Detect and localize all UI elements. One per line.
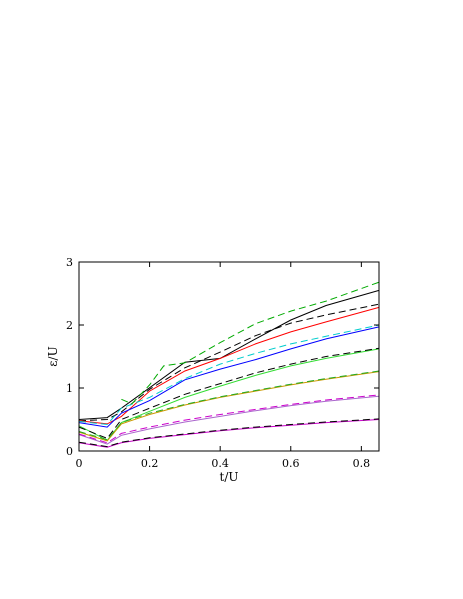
y-axis-label: ε/U: [46, 346, 60, 366]
y-tick-label-2: 2: [66, 319, 73, 332]
series-line-4: [78, 326, 380, 428]
y-tick-label-3: 3: [66, 256, 73, 269]
series-line-5: [78, 324, 380, 426]
series-line-10: [78, 370, 380, 441]
series-layer: [78, 281, 380, 448]
series-line-11: [78, 395, 380, 445]
series-line-6: [121, 281, 380, 405]
series-line-7: [78, 348, 380, 441]
x-tick-label-4: 0.8: [353, 457, 371, 470]
x-axis-label: t/U: [220, 470, 239, 484]
x-tick-label-2: 0.4: [211, 457, 229, 470]
ticks-layer: 0 0.2 0.4 0.6 0.8 0 1 2 3: [66, 256, 379, 470]
y-tick-label-0: 0: [66, 445, 73, 458]
series-line-2: [78, 303, 380, 422]
series-line-9: [78, 371, 380, 442]
series-line-14: [78, 418, 380, 448]
series-line-13: [78, 419, 380, 448]
x-tick-label-1: 0.2: [141, 457, 159, 470]
x-tick-label-3: 0.6: [282, 457, 300, 470]
y-tick-label-1: 1: [66, 382, 73, 395]
series-line-12: [78, 394, 380, 444]
x-tick-label-0: 0: [76, 457, 83, 470]
plot-frame: [78, 261, 380, 452]
